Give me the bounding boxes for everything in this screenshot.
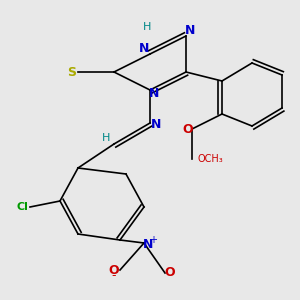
Text: O: O: [182, 122, 193, 136]
Text: N: N: [149, 86, 160, 100]
Text: OCH₃: OCH₃: [198, 154, 224, 164]
Text: N: N: [185, 23, 196, 37]
Text: O: O: [164, 266, 175, 280]
Text: +: +: [149, 235, 157, 245]
Text: S: S: [68, 65, 76, 79]
Text: O: O: [109, 263, 119, 277]
Text: H: H: [143, 22, 151, 32]
Text: N: N: [143, 238, 154, 251]
Text: N: N: [139, 41, 149, 55]
Text: -: -: [112, 269, 116, 283]
Text: H: H: [102, 133, 111, 143]
Text: N: N: [151, 118, 161, 131]
Text: Cl: Cl: [16, 202, 28, 212]
